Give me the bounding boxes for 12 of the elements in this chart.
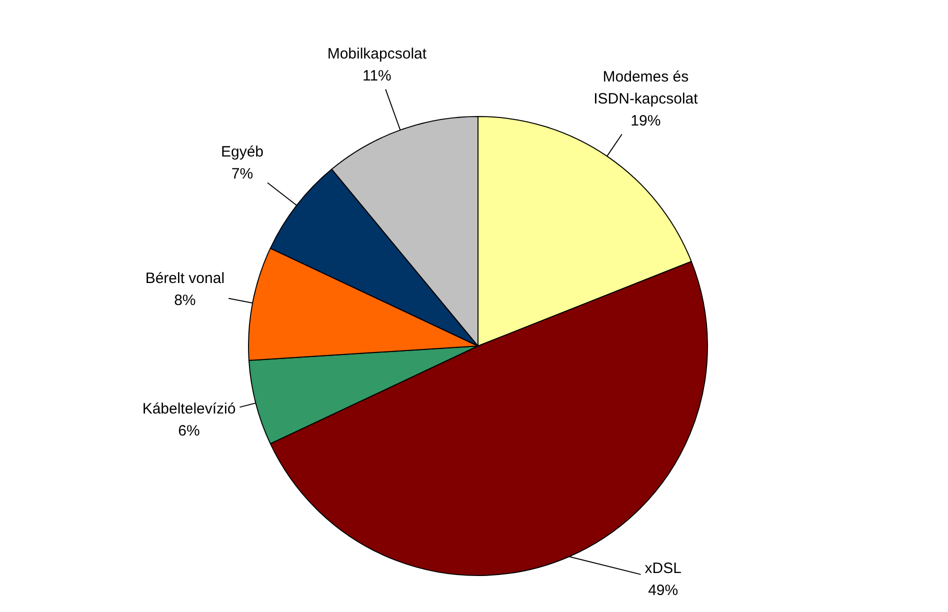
slice-label: Mobilkapcsolat — [327, 45, 428, 62]
data-label: 11% — [362, 67, 392, 84]
data-label: 8% — [174, 292, 196, 310]
slice-label: Kábeltelevízió — [142, 400, 236, 418]
data-label: 19% — [630, 112, 661, 130]
data-label: 6% — [178, 422, 200, 440]
slice-label: Bérelt vonal — [145, 270, 225, 288]
slice-label: xDSL — [644, 560, 682, 578]
slice-label: Egyéb — [220, 143, 264, 160]
data-label: 49% — [648, 582, 678, 600]
data-label: 7% — [231, 165, 254, 182]
slice-label: Modemes és ISDN-kapcsolat — [594, 68, 699, 108]
